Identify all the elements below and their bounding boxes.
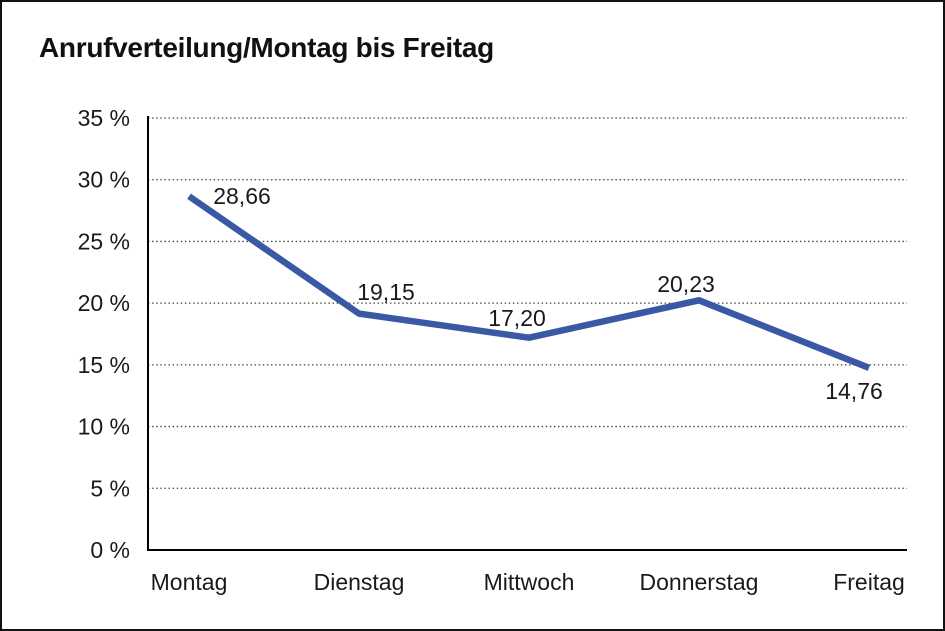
x-axis-category-label: Montag bbox=[151, 569, 228, 595]
chart-title: Anrufverteilung/Montag bis Freitag bbox=[39, 32, 494, 63]
y-axis-tick-label: 15 % bbox=[78, 352, 130, 378]
y-axis-tick-label: 20 % bbox=[78, 290, 130, 316]
y-axis-tick-label: 30 % bbox=[78, 167, 130, 193]
x-axis-category-label: Freitag bbox=[833, 569, 905, 595]
data-series-line bbox=[187, 193, 871, 371]
y-axis-tick-label: 0 % bbox=[90, 537, 130, 563]
data-point-label: 14,76 bbox=[825, 378, 883, 404]
data-point-label: 20,23 bbox=[657, 271, 715, 297]
x-axis-category-label: Dienstag bbox=[314, 569, 405, 595]
data-point-label: 19,15 bbox=[357, 279, 415, 305]
y-axis-tick-label: 10 % bbox=[78, 414, 130, 440]
y-axis-tick-label: 5 % bbox=[90, 475, 130, 501]
x-axis-category-label: Mittwoch bbox=[484, 569, 575, 595]
data-point-label: 28,66 bbox=[213, 183, 271, 209]
y-axis-tick-label: 35 % bbox=[78, 105, 130, 131]
x-axis-category-label: Donnerstag bbox=[640, 569, 759, 595]
data-point-label: 17,20 bbox=[488, 305, 546, 331]
y-axis-tick-label: 25 % bbox=[78, 228, 130, 254]
